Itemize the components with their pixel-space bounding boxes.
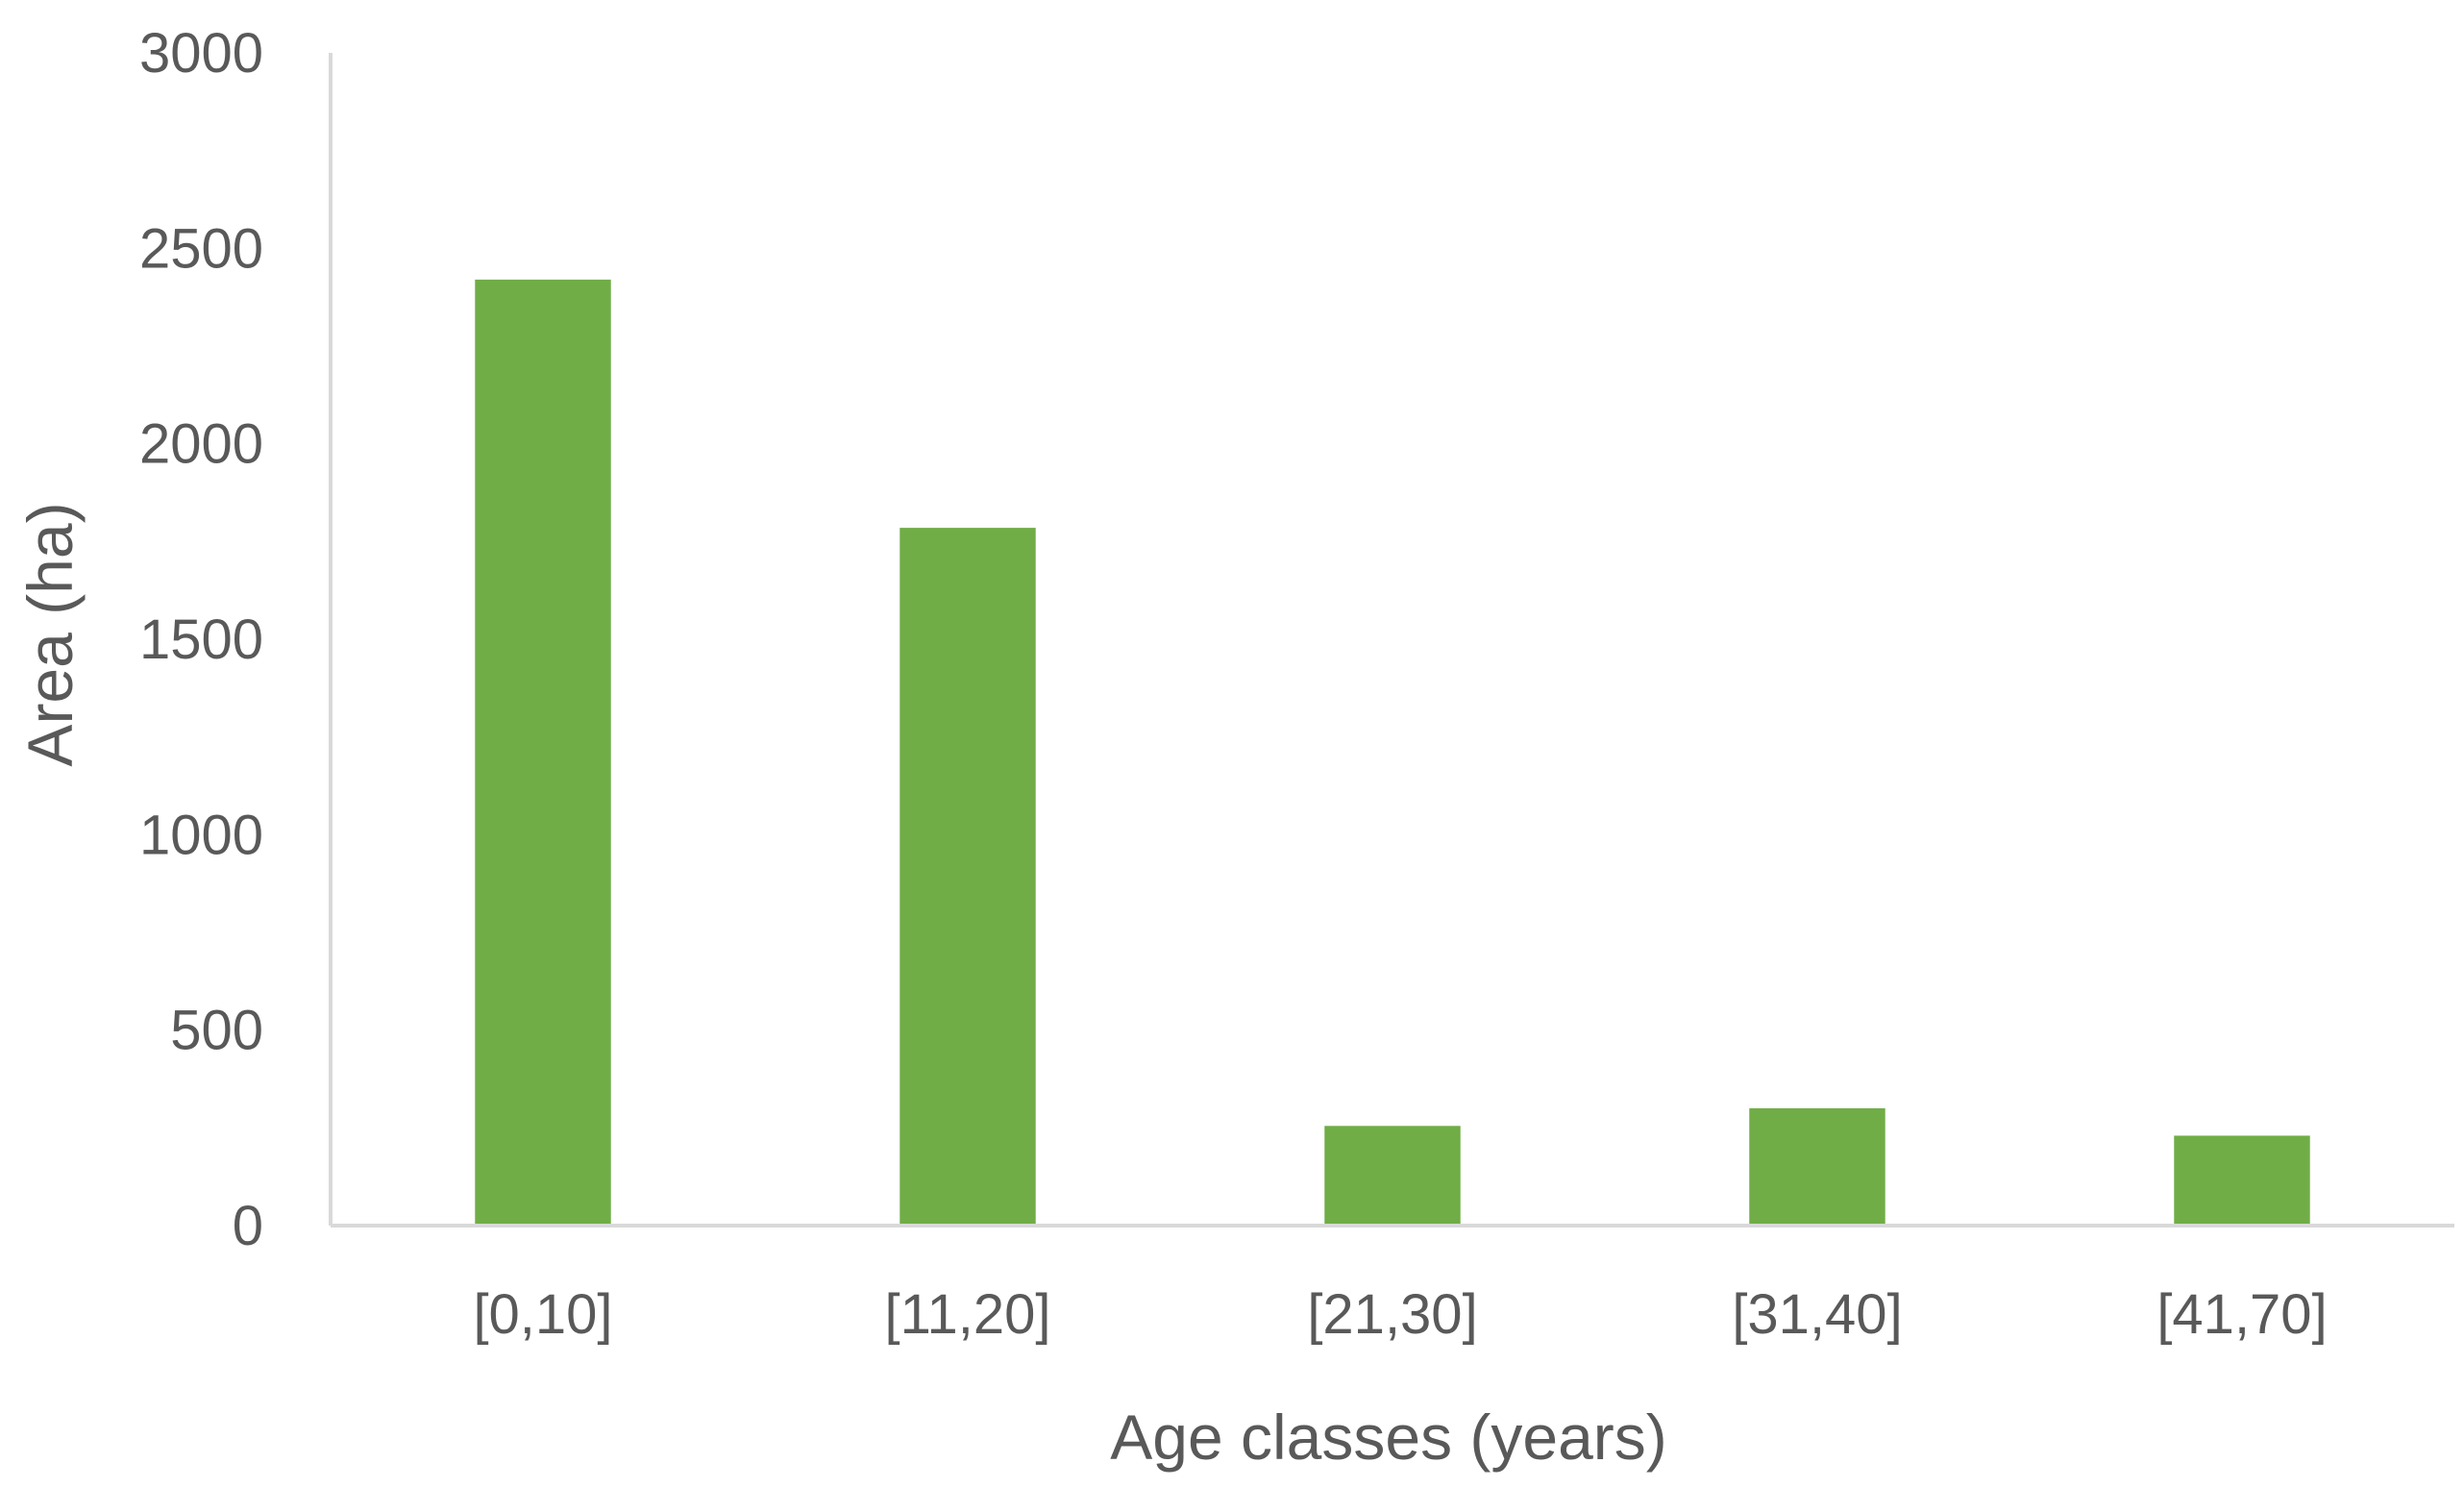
bar (1749, 1108, 1885, 1226)
x-tick-label: [41,70] (2156, 1283, 2327, 1346)
bar (2174, 1135, 2310, 1226)
y-axis-title: Area (ha) (14, 502, 86, 766)
x-tick-label: [31,40] (1732, 1283, 1902, 1346)
bar (475, 279, 611, 1226)
y-tick-label: 2500 (139, 217, 263, 280)
y-tick-label: 1000 (139, 804, 263, 866)
y-tick-label: 0 (233, 1195, 263, 1257)
x-tick-label: [21,30] (1307, 1283, 1477, 1346)
y-axis: 0 500 1000 1500 2000 2500 3000 (139, 22, 333, 1257)
bars (475, 279, 2310, 1226)
x-tick-label: [0,10] (473, 1283, 612, 1346)
bar (1324, 1126, 1461, 1226)
x-tick-label: [11,20] (884, 1283, 1050, 1346)
x-axis: [0,10] [11,20] [21,30] [31,40] [41,70] (331, 1224, 2454, 1346)
bar (899, 528, 1036, 1226)
x-axis-title: Age classes (years) (1110, 1401, 1667, 1473)
y-tick-label: 3000 (139, 22, 263, 85)
y-tick-label: 2000 (139, 413, 263, 476)
y-tick-label: 1500 (139, 608, 263, 671)
y-tick-label: 500 (170, 1000, 263, 1062)
